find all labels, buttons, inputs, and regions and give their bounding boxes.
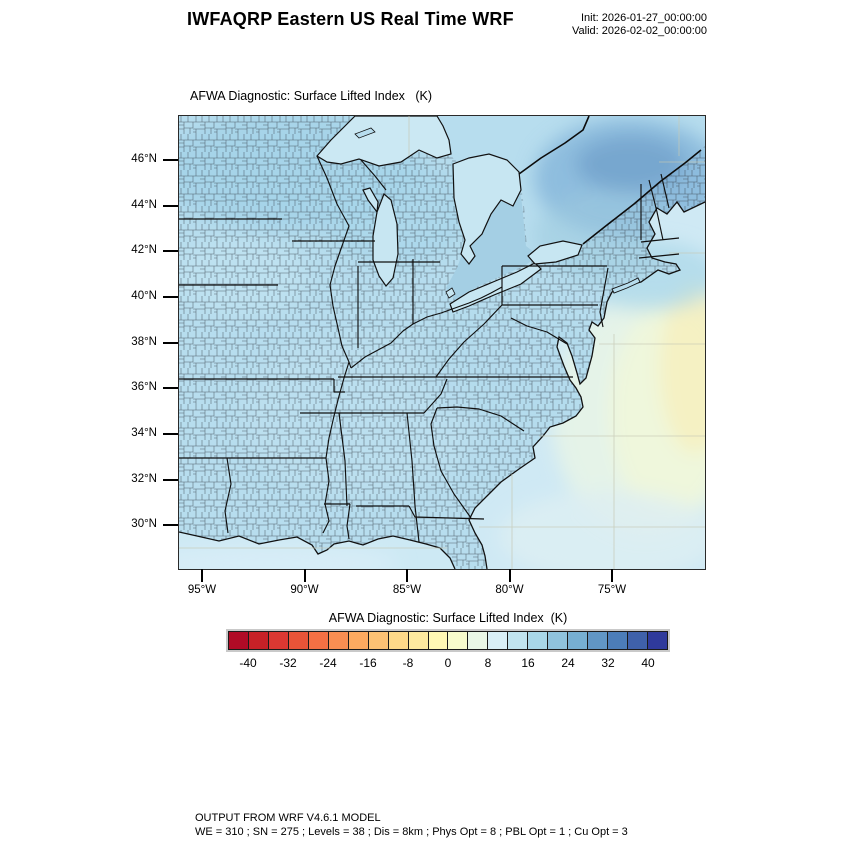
gulf-coastline <box>179 531 456 569</box>
colorbar-cell <box>588 632 609 649</box>
colorbar-tick-label: 0 <box>444 656 452 670</box>
colorbar-tick-label: 16 <box>521 656 535 670</box>
colorbar-cell <box>648 632 667 649</box>
colorbar-tick-label: -40 <box>239 656 257 670</box>
valid-time: Valid: 2026-02-02_00:00:00 <box>572 25 707 37</box>
init-time: Init: 2026-01-27_00:00:00 <box>581 12 707 24</box>
colorbar-cell <box>268 632 289 649</box>
colorbar-tick-label: 40 <box>641 656 655 670</box>
colorbar-cell <box>348 632 369 649</box>
lon-tick-label: 75°W <box>597 584 627 596</box>
colorbar-cell <box>408 632 429 649</box>
colorbar-cell <box>548 632 569 649</box>
colorbar-cell <box>428 632 449 649</box>
colorbar-cell <box>248 632 269 649</box>
page-title: IWFAQRP Eastern US Real Time WRF <box>187 9 514 29</box>
lat-tick-mark <box>163 478 178 481</box>
colorbar-tick-label: -24 <box>319 656 337 670</box>
colorbar-tick-label: -32 <box>279 656 297 670</box>
colorbar-cell <box>528 632 549 649</box>
colorbar-cell <box>308 632 329 649</box>
colorbar-cell <box>448 632 469 649</box>
map-svg <box>179 116 705 569</box>
lat-tick-label: 38°N <box>131 335 157 348</box>
lat-tick-label: 44°N <box>131 198 157 211</box>
lat-tick-mark <box>163 250 178 253</box>
lon-tick-mark <box>201 569 203 582</box>
colorbar-cell <box>468 632 489 649</box>
canada-border <box>518 116 702 245</box>
lat-tick-mark <box>163 159 178 161</box>
lon-tick-label: 95°W <box>187 584 217 596</box>
lat-tick-mark <box>163 204 178 207</box>
colorbar-tick-label: -8 <box>402 656 414 670</box>
colorbar <box>228 631 668 650</box>
lon-tick-mark <box>611 569 613 582</box>
lat-tick-mark <box>163 524 178 527</box>
colorbar-cell <box>229 632 249 649</box>
colorbar-cell <box>328 632 349 649</box>
footer-model-line: OUTPUT FROM WRF V4.6.1 MODEL <box>195 812 381 824</box>
colorbar-tick-label: 8 <box>484 656 492 670</box>
lat-tick-mark <box>163 341 178 344</box>
atlantic-coastline <box>468 200 705 569</box>
lon-tick-mark <box>406 569 408 582</box>
lat-tick-label: 34°N <box>131 426 157 439</box>
graticule <box>179 116 705 569</box>
gulf-of-mexico <box>179 531 456 569</box>
lat-tick-label: 36°N <box>131 381 157 394</box>
colorbar-tick-label: 32 <box>601 656 615 670</box>
lon-tick-mark <box>508 569 511 582</box>
colorbar-cell <box>508 632 529 649</box>
lat-tick-mark <box>163 295 178 298</box>
state-boundaries <box>179 155 680 543</box>
colorbar-cell <box>288 632 309 649</box>
lon-tick-label: 90°W <box>290 584 319 596</box>
map-canvas <box>178 115 706 570</box>
map-title: AFWA Diagnostic: Surface Lifted Index (K… <box>190 89 432 103</box>
footer-config-line: WE = 310 ; SN = 275 ; Levels = 38 ; Dis … <box>195 826 628 838</box>
colorbar-tick-label: -16 <box>359 656 377 670</box>
lat-tick-label: 46°N <box>131 153 157 165</box>
colorbar-title: AFWA Diagnostic: Surface Lifted Index (K… <box>328 611 568 625</box>
lon-tick-label: 80°W <box>495 584 524 596</box>
lon-tick-label: 85°W <box>392 584 422 596</box>
lon-tick-mark <box>303 569 306 582</box>
run-times: Init: 2026-01-27_00:00:00 Valid: 2026-02… <box>572 12 707 38</box>
lat-tick-label: 40°N <box>131 289 157 302</box>
lat-tick-label: 32°N <box>131 472 157 485</box>
lat-tick-mark <box>163 387 178 390</box>
lat-tick-label: 30°N <box>131 518 157 531</box>
lat-tick-mark <box>163 432 178 435</box>
colorbar-cell <box>628 632 649 649</box>
colorbar-cell <box>608 632 629 649</box>
colorbar-cell <box>368 632 389 649</box>
colorbar-cell <box>568 632 589 649</box>
lat-tick-label: 42°N <box>131 244 157 257</box>
colorbar-cell <box>488 632 509 649</box>
colorbar-tick-label: 24 <box>561 656 575 670</box>
colorbar-cell <box>388 632 409 649</box>
